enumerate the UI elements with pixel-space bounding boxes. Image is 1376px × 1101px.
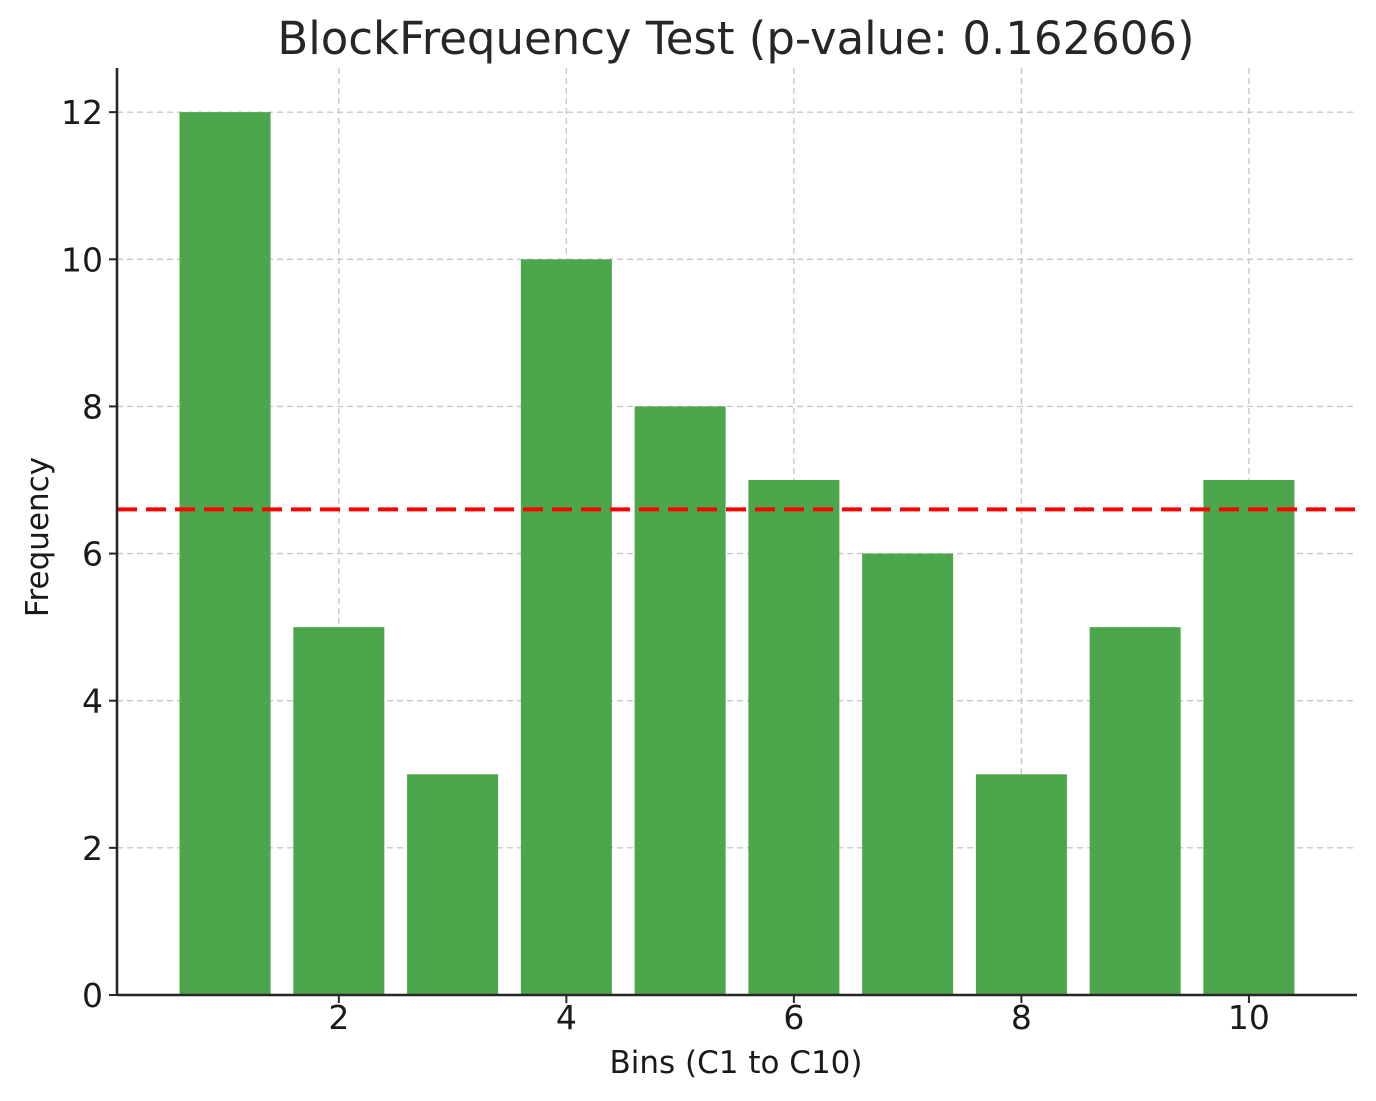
x-tick-label: 10 <box>1228 998 1270 1037</box>
bar-c7 <box>862 553 954 995</box>
y-tick-label: 8 <box>82 387 103 426</box>
y-tick-label: 4 <box>82 682 103 721</box>
y-tick-label: 12 <box>61 93 103 132</box>
bar-c9 <box>1089 627 1181 995</box>
x-tick-label: 4 <box>556 998 577 1037</box>
bar-c10 <box>1203 480 1295 995</box>
y-axis-label: Frequency <box>20 457 56 617</box>
y-tick-label: 2 <box>82 829 103 868</box>
bar-c6 <box>748 480 840 995</box>
bar-c1 <box>179 112 271 995</box>
axes <box>115 68 1357 997</box>
x-axis-label: Bins (C1 to C10) <box>609 1045 862 1081</box>
x-tick-label: 8 <box>1011 998 1032 1037</box>
chart-title: BlockFrequency Test (p-value: 0.162606) <box>277 12 1194 65</box>
bar-c3 <box>407 774 499 995</box>
y-tick-label: 0 <box>82 976 103 1015</box>
y-tick-label: 6 <box>82 535 103 574</box>
bar-c2 <box>293 627 385 995</box>
x-tick-label: 2 <box>328 998 349 1037</box>
y-tick-label: 10 <box>61 240 103 279</box>
bar-c5 <box>634 406 726 995</box>
bar-c4 <box>520 259 612 995</box>
x-tick-label: 6 <box>783 998 804 1037</box>
bars <box>179 112 1295 995</box>
ticks: 0 2 4 6 8 10 12 2 4 6 8 10 <box>61 93 1270 1037</box>
bar-c8 <box>975 774 1067 995</box>
